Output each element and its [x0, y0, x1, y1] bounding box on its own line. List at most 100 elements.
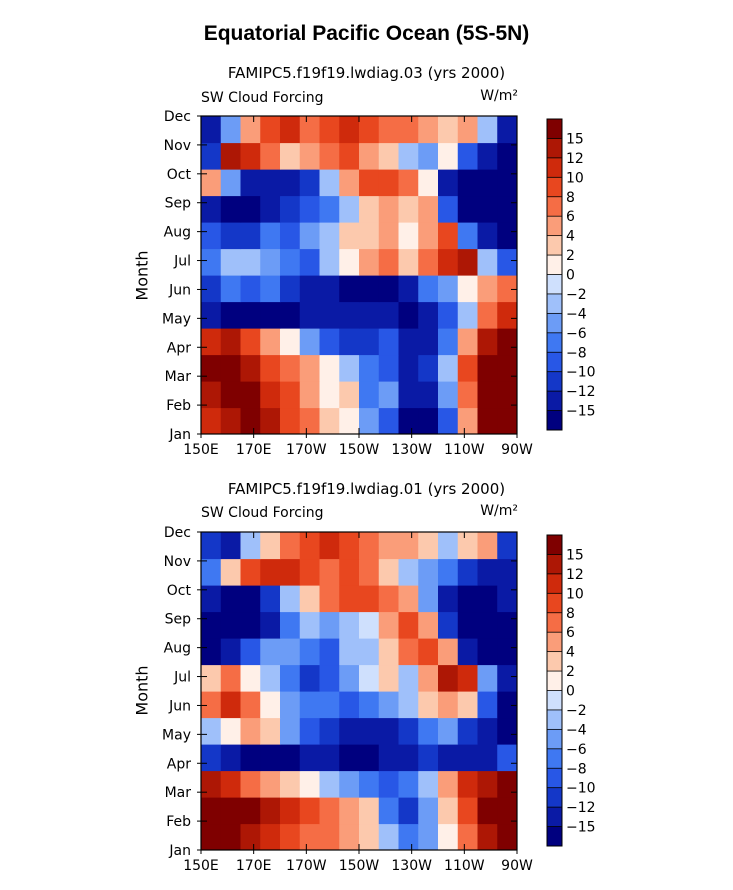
colorbar-box [547, 410, 562, 431]
heatmap-cell [319, 585, 340, 613]
heatmap-cell [280, 169, 301, 197]
y-tick-label: Mar [165, 785, 192, 801]
heatmap-cell [477, 611, 498, 639]
heatmap-cell [418, 664, 439, 692]
heatmap-cell [477, 222, 498, 250]
heatmap-cell [359, 381, 380, 409]
heatmap-cell [398, 381, 419, 409]
heatmap-cell [260, 558, 281, 586]
heatmap-cell [418, 328, 439, 356]
heatmap-cell [398, 328, 419, 356]
colorbar-label: −4 [566, 306, 587, 322]
heatmap-cell [299, 823, 321, 850]
heatmap-cell [280, 381, 301, 409]
heatmap-cell [418, 222, 439, 250]
colorbar-box [547, 671, 562, 691]
heatmap-cell [477, 823, 498, 850]
heatmap-field [201, 532, 517, 850]
heatmap-cell [220, 116, 242, 144]
heatmap-cell [201, 797, 222, 825]
heatmap-cell [378, 328, 400, 356]
heatmap-cell [220, 823, 242, 850]
heatmap-cell [378, 691, 400, 719]
heatmap-cell [280, 354, 301, 382]
panel-2-units-label: W/m² [480, 503, 518, 519]
heatmap-cell [457, 664, 479, 692]
heatmap-cell [220, 301, 242, 329]
heatmap-cell [497, 169, 517, 197]
heatmap-cell [319, 381, 340, 409]
heatmap-cell [457, 532, 479, 560]
heatmap-cell [457, 248, 479, 276]
heatmap-cell [438, 407, 459, 434]
heatmap-cell [319, 116, 340, 144]
heatmap-cell [378, 142, 400, 170]
colorbar-box [547, 371, 562, 392]
heatmap-cell [280, 638, 301, 666]
heatmap-cell [280, 664, 301, 692]
heatmap-cell [438, 717, 459, 745]
y-tick-label: Nov [164, 554, 191, 570]
heatmap-cell [477, 744, 498, 772]
heatmap-cell [457, 797, 479, 825]
heatmap-cell [220, 169, 242, 197]
heatmap-cell [319, 195, 340, 223]
colorbar-box [547, 391, 562, 411]
heatmap-cell [477, 142, 498, 170]
colorbar-box [547, 293, 562, 314]
heatmap-cell [260, 611, 281, 639]
heatmap-cell [438, 797, 459, 825]
heatmap-cell [280, 585, 301, 613]
heatmap-cell [260, 381, 281, 409]
heatmap-cell [477, 116, 498, 144]
heatmap-cell [319, 532, 340, 560]
y-tick-label: Jun [168, 282, 191, 298]
heatmap-cell [299, 116, 321, 144]
heatmap-cell [418, 142, 439, 170]
heatmap-cell [497, 611, 517, 639]
heatmap-cell [378, 381, 400, 409]
heatmap-cell [240, 248, 261, 276]
colorbar-label: 0 [566, 268, 575, 284]
heatmap-cell [201, 248, 222, 276]
heatmap-cell [240, 611, 261, 639]
heatmap-cell [240, 585, 261, 613]
heatmap-cell [378, 169, 400, 197]
heatmap-cell [378, 275, 400, 303]
heatmap-cell [240, 407, 261, 434]
heatmap-cell [457, 770, 479, 798]
heatmap-cell [299, 248, 321, 276]
heatmap-cell [319, 301, 340, 329]
heatmap-cell [359, 532, 380, 560]
colorbar-label: −6 [566, 742, 587, 758]
heatmap-cell [418, 717, 439, 745]
heatmap-cell [359, 142, 380, 170]
heatmap-cell [438, 354, 459, 382]
y-tick-label: Jul [173, 670, 191, 686]
x-tick-label: 110W [444, 442, 485, 458]
heatmap-cell [497, 638, 517, 666]
colorbar-box [547, 352, 562, 373]
heatmap-cell [299, 664, 321, 692]
y-tick-label: Sep [165, 612, 192, 628]
heatmap-cell [260, 328, 281, 356]
heatmap-cell [378, 744, 400, 772]
heatmap-cell [398, 248, 419, 276]
heatmap-cell [260, 691, 281, 719]
heatmap-cell [438, 744, 459, 772]
heatmap-cell [339, 691, 360, 719]
heatmap-cell [201, 558, 222, 586]
heatmap-cell [497, 381, 517, 409]
heatmap-cell [201, 116, 222, 144]
heatmap-cell [378, 354, 400, 382]
panel-1-variable-label: SW Cloud Forcing [201, 90, 324, 106]
heatmap-cell [398, 558, 419, 586]
y-tick-label: Jun [168, 698, 191, 714]
x-tick-label: 150W [339, 442, 380, 458]
heatmap-cell [359, 222, 380, 250]
panel-1-subtitle: FAMIPC5.f19f19.lwdiag.03 (yrs 2000) [227, 64, 506, 82]
colorbar-box [547, 216, 562, 237]
colorbar-box [547, 826, 562, 847]
heatmap-cell [477, 691, 498, 719]
